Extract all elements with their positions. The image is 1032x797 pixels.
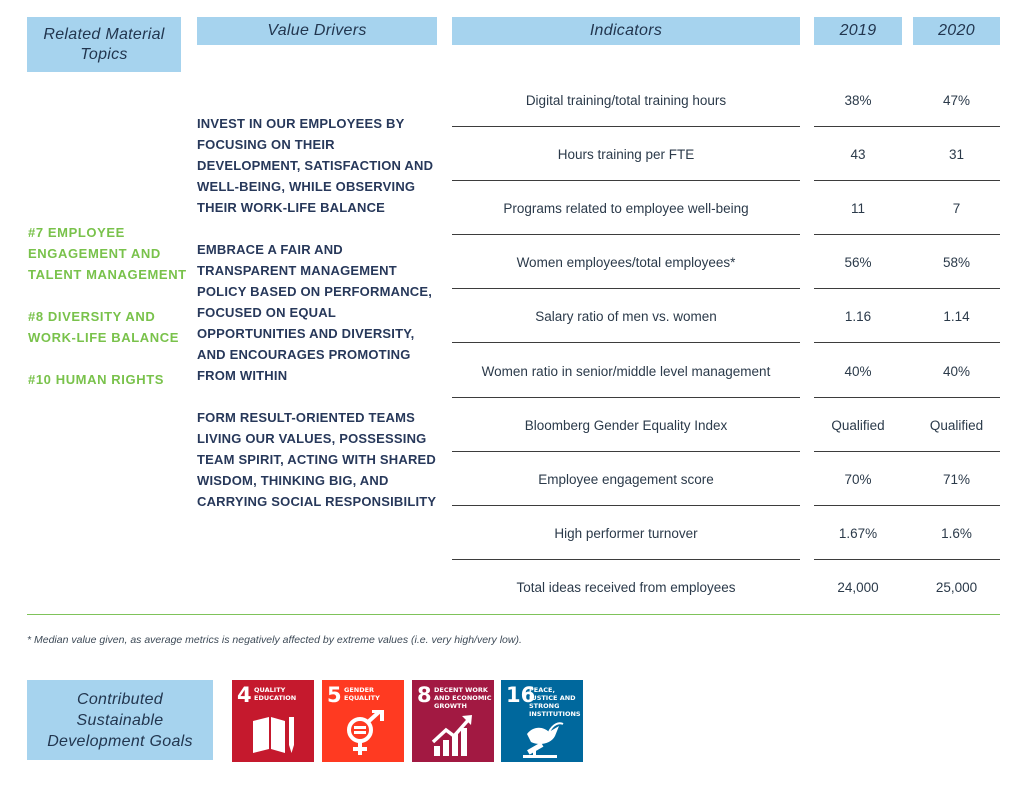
section-divider — [27, 614, 1000, 615]
table-row: Salary ratio of men vs. women 1.16 1.14 — [452, 289, 1000, 343]
indicator-cell: Women ratio in senior/middle level manag… — [481, 363, 771, 379]
value-2019-cell: 70% — [844, 471, 872, 487]
sdg-number: 8 — [417, 683, 432, 707]
indicator-cell: Women employees/total employees* — [516, 254, 736, 270]
dove-gavel-icon — [523, 722, 564, 758]
value-2019-cell: Qualified — [831, 417, 885, 433]
row-divider — [452, 342, 800, 343]
value-drivers-list: INVEST IN OUR EMPLOYEES BY FOCUSING ON T… — [197, 113, 437, 533]
value-drivers-header: Value Drivers — [197, 17, 437, 45]
row-divider — [452, 288, 800, 289]
value-2019-cell: 1.16 — [844, 308, 872, 324]
value-2020-cell: 1.14 — [943, 308, 970, 324]
row-divider — [814, 234, 1000, 235]
row-divider — [452, 126, 800, 127]
table-row: Total ideas received from employees 24,0… — [452, 560, 1000, 614]
row-divider — [814, 342, 1000, 343]
material-topic: #10 HUMAN RIGHTS — [28, 372, 165, 387]
row-divider — [814, 126, 1000, 127]
sdg-number: 4 — [237, 683, 252, 707]
value-2019-cell: 56% — [844, 254, 872, 270]
gender-equality-icon — [347, 710, 384, 755]
sdg-heading: Contributed Sustainable Development Goal… — [27, 680, 213, 760]
sdg-heading-text: Contributed Sustainable Development Goal… — [47, 690, 193, 750]
indicator-cell: Programs related to employee well-being — [503, 200, 749, 216]
table-row: Programs related to employee well-being … — [452, 181, 1000, 235]
value-2019-cell: 1.67% — [838, 525, 878, 541]
row-divider — [814, 559, 1000, 560]
row-divider — [452, 180, 800, 181]
row-divider — [452, 505, 800, 506]
year-2019-header: 2019 — [814, 17, 902, 45]
indicator-cell: Digital training/total training hours — [525, 92, 727, 108]
value-2020-cell: 47% — [942, 92, 971, 108]
value-2020-cell: 40% — [942, 363, 971, 379]
value-2020-cell: 71% — [942, 471, 971, 487]
value-2020-cell: Qualified — [929, 417, 984, 433]
table-row: High performer turnover 1.67% 1.6% — [452, 506, 1000, 560]
material-topic: #8 DIVERSITY AND WORK-LIFE BALANCE — [28, 309, 180, 345]
table-row: Digital training/total training hours 38… — [452, 73, 1000, 127]
value-driver: FORM RESULT-ORIENTED TEAMS LIVING OUR VA… — [197, 410, 437, 509]
indicator-cell: Total ideas received from employees — [516, 579, 736, 595]
row-divider — [814, 505, 1000, 506]
value-2019-cell: 38% — [844, 92, 872, 108]
row-divider — [452, 397, 800, 398]
sdg-title: PEACE, JUSTICE AND STRONG INSTITUTIONS — [529, 686, 581, 718]
growth-chart-icon — [431, 715, 472, 756]
row-divider — [814, 288, 1000, 289]
table-row: Women ratio in senior/middle level manag… — [452, 344, 1000, 398]
related-material-topics-header: Related Material Topics — [27, 17, 181, 72]
row-divider — [452, 234, 800, 235]
value-2019-cell: 40% — [844, 363, 872, 379]
sdg-title: DECENT WORK AND ECONOMIC GROWTH — [434, 686, 492, 710]
indicator-cell: Hours training per FTE — [557, 146, 695, 162]
value-2020-cell: 1.6% — [941, 525, 972, 541]
table-row: Women employees/total employees* 56% 58% — [452, 235, 1000, 289]
material-topics-list: #7 EMPLOYEE ENGAGEMENT AND TALENT MANAGE… — [28, 222, 188, 411]
sdg-title: GENDER EQUALITY — [344, 686, 380, 702]
row-divider — [814, 451, 1000, 452]
value-2020-cell: 31 — [948, 146, 965, 162]
indicator-cell: Salary ratio of men vs. women — [535, 308, 717, 324]
row-divider — [814, 397, 1000, 398]
sdg-number: 16 — [506, 683, 536, 707]
sdg-title: QUALITY EDUCATION — [254, 686, 297, 702]
table-row: Employee engagement score 70% 71% — [452, 452, 1000, 506]
row-divider — [814, 180, 1000, 181]
value-2020-cell: 25,000 — [935, 579, 978, 595]
indicators-header: Indicators — [452, 17, 800, 45]
material-topic: #7 EMPLOYEE ENGAGEMENT AND TALENT MANAGE… — [28, 225, 187, 282]
table-row: Bloomberg Gender Equality Index Qualifie… — [452, 398, 1000, 452]
indicator-cell: Employee engagement score — [538, 471, 714, 487]
sdg-tile-8: 8 DECENT WORK AND ECONOMIC GROWTH — [412, 680, 494, 762]
sdg-tile-5: 5 GENDER EQUALITY — [322, 680, 404, 762]
sdg-tile-4: 4 QUALITY EDUCATION — [232, 680, 314, 762]
value-driver: INVEST IN OUR EMPLOYEES BY FOCUSING ON T… — [197, 116, 434, 215]
sdg-number: 5 — [327, 683, 342, 707]
value-driver: EMBRACE A FAIR AND TRANSPARENT MANAGEMEN… — [197, 242, 433, 383]
row-divider — [452, 559, 800, 560]
value-2019-cell: 11 — [850, 200, 865, 216]
indicator-cell: High performer turnover — [554, 525, 698, 541]
year-2020-header: 2020 — [913, 17, 1000, 45]
indicator-cell: Bloomberg Gender Equality Index — [524, 417, 728, 433]
footnote: * Median value given, as average metrics… — [27, 634, 522, 646]
table-row: Hours training per FTE 43 31 — [452, 127, 1000, 181]
book-pencil-icon — [253, 717, 294, 753]
value-2020-cell: 7 — [952, 200, 961, 216]
value-2019-cell: 43 — [850, 146, 866, 162]
sdg-tile-16: 16 PEACE, JUSTICE AND STRONG INSTITUTION… — [501, 680, 583, 762]
row-divider — [452, 451, 800, 452]
value-2019-cell: 24,000 — [837, 579, 879, 595]
related-material-topics-header-text: Related Material Topics — [43, 25, 165, 63]
value-2020-cell: 58% — [942, 254, 971, 270]
